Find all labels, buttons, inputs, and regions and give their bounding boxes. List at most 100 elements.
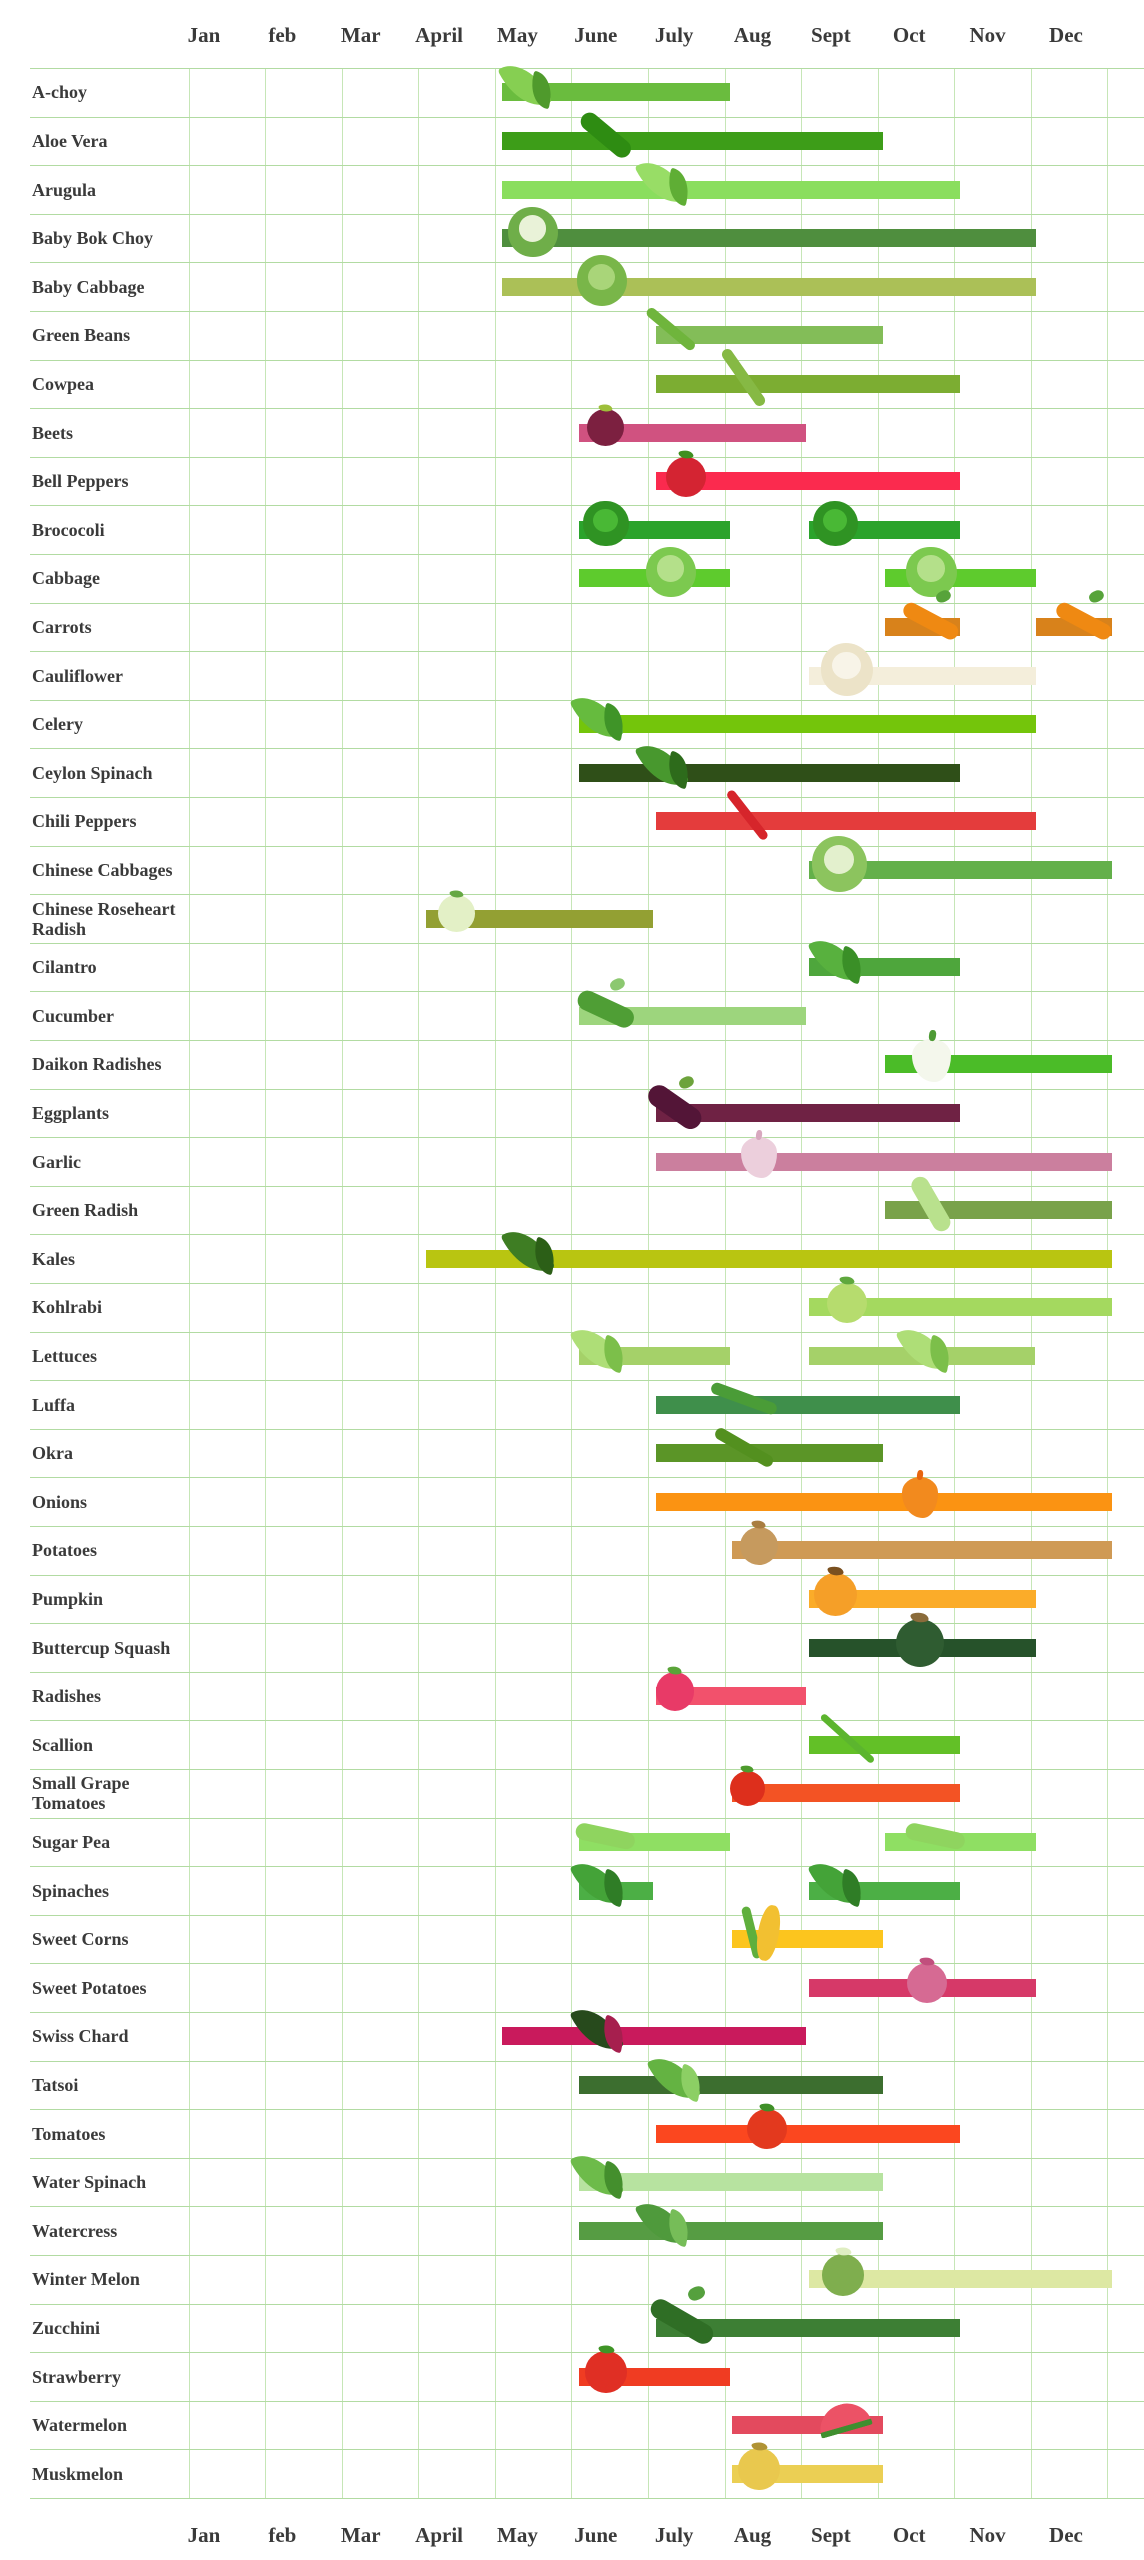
season-bar-kales — [425, 1249, 1113, 1268]
pod-cap — [677, 1074, 696, 1091]
ceylon-spinach-icon — [634, 734, 700, 798]
grid-horizontal-line — [30, 1720, 1144, 1722]
pod-cap — [1087, 588, 1106, 605]
row-label-cabbage: Cabbage — [32, 568, 101, 589]
spinaches-icon — [807, 1852, 872, 1916]
sweet-corns-icon — [739, 1903, 795, 1963]
head-inner — [822, 508, 848, 533]
celery-icon — [569, 686, 635, 749]
head-inner — [656, 555, 685, 582]
season-bar-celery — [579, 715, 1037, 734]
season-bar-ceylon-spinach — [579, 763, 960, 782]
row-label-chinese-cabbages: Chinese Cabbages — [32, 859, 173, 880]
tomatoes-icon — [742, 2100, 792, 2153]
row-label-a-choy: A-choy — [32, 82, 87, 103]
row-label-brococoli: Brococoli — [32, 519, 105, 540]
row-label-cowpea: Cowpea — [32, 373, 94, 394]
grid-horizontal-line — [30, 1185, 1144, 1187]
season-bar-small-grape-tomatoes — [732, 1784, 960, 1803]
month-axis-bottom-may: May — [497, 2523, 538, 2547]
pod-body — [900, 599, 962, 643]
season-bar-tatsoi — [579, 2075, 884, 2094]
row-label-tatsoi: Tatsoi — [32, 2074, 79, 2095]
round-body — [822, 2254, 865, 2296]
grid-horizontal-line — [30, 2498, 1144, 2499]
month-axis-bottom-dec: Dec — [1049, 2523, 1083, 2547]
head-inner — [518, 215, 547, 242]
round-body — [895, 1619, 944, 1668]
radishes-icon — [651, 1664, 699, 1714]
row-label-bell-peppers: Bell Peppers — [32, 471, 129, 492]
aloe-vera-icon — [576, 107, 635, 163]
row-label-water-spinach: Water Spinach — [32, 2172, 147, 2193]
grid-horizontal-line — [30, 1477, 1144, 1479]
chili-peppers-icon — [720, 787, 776, 843]
month-axis-top-june: June — [574, 23, 618, 47]
sweet-potatoes-icon — [902, 1955, 952, 2007]
grid-horizontal-line — [30, 165, 1144, 167]
row-label-green-radish: Green Radish — [32, 1200, 139, 1221]
eggplants-icon — [643, 1074, 706, 1135]
grid-horizontal-line — [30, 1914, 1144, 1916]
carrots-icon — [1054, 588, 1115, 649]
row-label-ceylon-spinach: Ceylon Spinach — [32, 762, 153, 783]
pod-cap — [685, 2284, 707, 2303]
month-axis-bottom-june: June — [574, 2523, 618, 2547]
grid-horizontal-line — [30, 1623, 1144, 1625]
pod-body — [819, 1712, 876, 1765]
cauliflower-icon — [816, 639, 878, 701]
grid-horizontal-line — [30, 408, 1144, 410]
round-body — [655, 1672, 694, 1711]
a-choy-icon — [497, 54, 562, 118]
grid-horizontal-line — [30, 748, 1144, 750]
season-bar-green-beans — [655, 326, 884, 345]
bulb-body — [901, 1477, 939, 1519]
row-label-sweet-corns: Sweet Corns — [32, 1929, 129, 1950]
month-axis-top-july: July — [654, 23, 694, 47]
round-body — [827, 1282, 868, 1323]
green-radish-icon — [903, 1173, 959, 1235]
row-label-zucchini: Zucchini — [32, 2317, 101, 2338]
pod-body — [1054, 599, 1115, 643]
pod-cap — [608, 976, 627, 994]
season-bar-chinese-cabbages — [808, 860, 1113, 879]
round-body — [666, 456, 707, 497]
grid-horizontal-line — [30, 359, 1144, 361]
chinese-cabbages-icon — [806, 831, 872, 897]
pod-body — [712, 1425, 775, 1469]
chinese-roseheart-radish-icon — [434, 888, 480, 936]
round-body — [738, 2448, 780, 2491]
round-body — [739, 1526, 779, 1565]
bulb-body — [740, 1137, 778, 1178]
month-axis-top-mar: Mar — [340, 23, 381, 47]
row-label-spinaches: Spinaches — [32, 1880, 110, 1901]
daikon-radishes-icon — [903, 1029, 959, 1086]
row-label-cilantro: Cilantro — [32, 957, 97, 978]
head-inner — [592, 508, 618, 533]
row-label-muskmelon: Muskmelon — [32, 2463, 124, 2484]
okra-icon — [712, 1417, 775, 1477]
month-axis-bottom-aug: Aug — [733, 2523, 772, 2547]
row-label-kohlrabi: Kohlrabi — [32, 1297, 103, 1318]
grid-horizontal-line — [30, 68, 1144, 69]
brococoli-icon — [809, 497, 863, 551]
grid-horizontal-line — [30, 311, 1144, 312]
row-label-sweet-potatoes: Sweet Potatoes — [32, 1977, 147, 1998]
grid-horizontal-line — [30, 1963, 1144, 1965]
season-bar-garlic — [655, 1152, 1113, 1171]
cabbage-icon — [641, 542, 701, 602]
season-bar-cucumber — [579, 1006, 807, 1025]
row-label-cauliflower: Cauliflower — [32, 665, 123, 686]
month-axis-top-dec: Dec — [1049, 23, 1083, 47]
arugula-icon — [634, 151, 700, 215]
month-axis-top-april: April — [415, 23, 463, 47]
grid-horizontal-line — [30, 1380, 1144, 1382]
row-label-onions: Onions — [32, 1491, 88, 1512]
row-label-scallion: Scallion — [32, 1734, 94, 1755]
season-bar-okra — [655, 1444, 884, 1463]
season-bar-kohlrabi — [808, 1298, 1113, 1317]
row-label-celery: Celery — [32, 714, 83, 735]
grid-horizontal-line — [30, 2303, 1144, 2305]
season-bar-watercress — [579, 2221, 884, 2240]
